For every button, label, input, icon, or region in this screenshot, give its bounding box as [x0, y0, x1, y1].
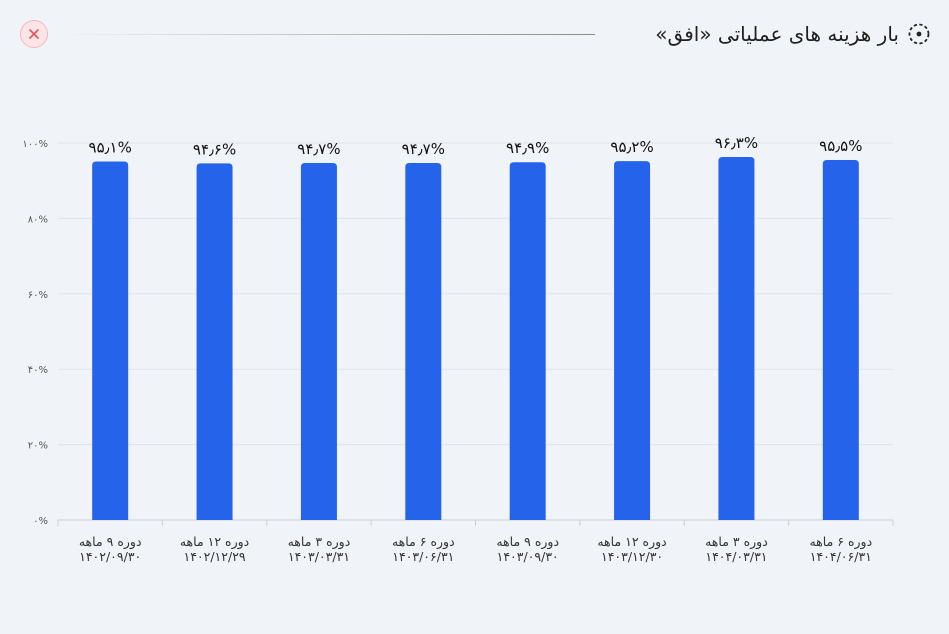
bar: [822, 159, 859, 520]
x-category-date: ۱۴۰۳/۰۶/۳۱: [392, 549, 454, 564]
y-tick-label: ۲۰%: [28, 441, 48, 452]
close-button[interactable]: [20, 20, 48, 48]
bar-value-label: ۹۵٫۱%: [89, 138, 132, 156]
bar: [196, 163, 233, 520]
x-category-label: دوره ۳ ماهه: [288, 534, 351, 550]
bar-value-label: ۹۵٫۲%: [610, 138, 653, 156]
bar-value-label: ۹۴٫۷%: [297, 140, 340, 158]
x-category-label: دوره ۱۲ ماهه: [597, 534, 666, 550]
bar-value-label: ۹۶٫۳%: [715, 134, 758, 152]
close-icon: [29, 29, 39, 39]
x-category-date: ۱۴۰۳/۰۳/۳۱: [288, 549, 350, 564]
bar: [718, 156, 755, 520]
x-category-label: دوره ۱۲ ماهه: [180, 534, 249, 550]
bar-value-label: ۹۴٫۶%: [193, 140, 236, 158]
chart-title: بار هزینه های عملیاتی «افق»: [655, 22, 899, 46]
bar: [614, 161, 651, 520]
bar: [300, 162, 337, 520]
title-divider: [60, 34, 595, 35]
title-group: بار هزینه های عملیاتی «افق»: [655, 18, 931, 50]
dashed-circle-icon: [908, 23, 930, 45]
x-category-date: ۱۴۰۲/۱۲/۲۹: [183, 549, 245, 564]
bar: [405, 162, 442, 520]
x-category-label: دوره ۶ ماهه: [392, 534, 455, 550]
y-tick-label: ۸۰%: [28, 214, 48, 225]
bar-value-label: ۹۴٫۹%: [506, 139, 549, 157]
x-category-label: دوره ۹ ماهه: [496, 534, 559, 550]
y-tick-label: ۶۰%: [28, 290, 48, 301]
y-tick-label: ۰%: [33, 516, 48, 527]
x-category-date: ۱۴۰۳/۰۹/۳۰: [497, 549, 559, 564]
bar-value-label: ۹۴٫۷%: [402, 140, 445, 158]
x-category-label: دوره ۳ ماهه: [705, 534, 768, 550]
chart-header: بار هزینه های عملیاتی «افق»: [0, 0, 949, 70]
bar-value-label: ۹۵٫۵%: [819, 137, 862, 155]
y-tick-label: ۴۰%: [28, 365, 48, 376]
x-category-label: دوره ۹ ماهه: [79, 534, 142, 550]
x-category-label: دوره ۶ ماهه: [809, 534, 872, 550]
x-category-date: ۱۴۰۴/۰۳/۳۱: [705, 549, 767, 564]
bar: [92, 161, 129, 520]
bar: [509, 162, 546, 521]
x-category-date: ۱۴۰۴/۰۶/۳۱: [810, 549, 872, 564]
x-category-date: ۱۴۰۳/۱۲/۳۰: [601, 549, 663, 564]
x-category-date: ۱۴۰۲/۰۹/۳۰: [79, 549, 141, 564]
y-tick-label: ۱۰۰%: [22, 139, 48, 150]
